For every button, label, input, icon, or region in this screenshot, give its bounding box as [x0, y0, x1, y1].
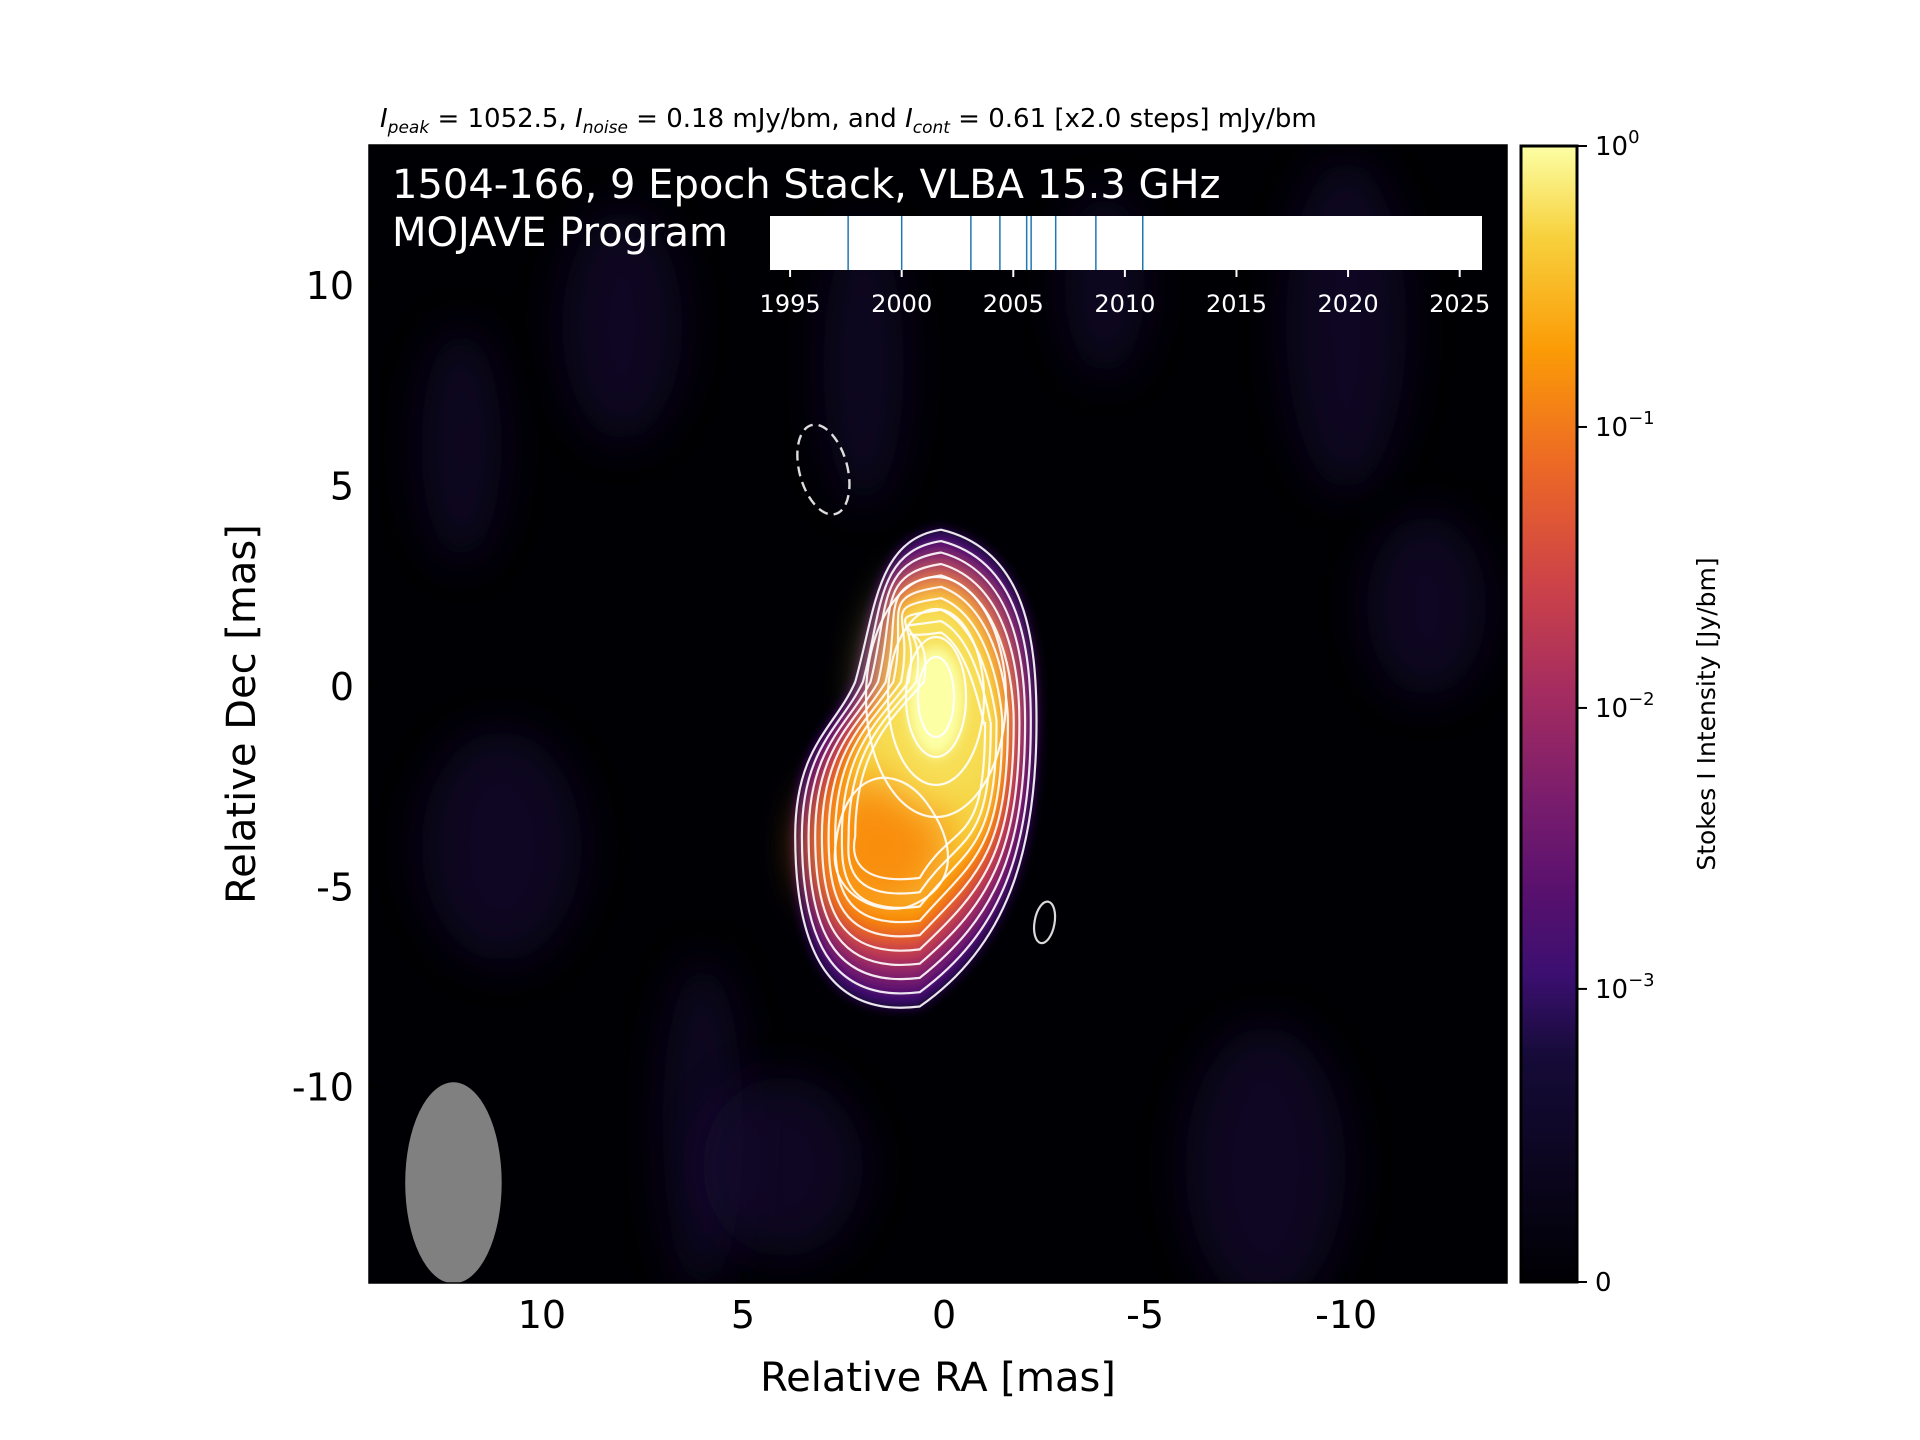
x-tick-label: -5	[1126, 1293, 1164, 1337]
noise-patch	[703, 1076, 864, 1257]
epoch-tick-label: 2005	[983, 290, 1044, 318]
x-tick-label: 5	[731, 1293, 755, 1337]
noise-patch	[823, 225, 904, 506]
epoch-tick-label: 2000	[871, 290, 932, 318]
intensity-contour	[852, 631, 987, 881]
y-tick-label: -5	[316, 865, 354, 909]
epoch-tick-label: 2010	[1094, 290, 1155, 318]
y-axis-label: Relative Dec [mas]	[219, 524, 265, 904]
colorbar-gradient	[1519, 144, 1579, 1284]
noise-patch	[1366, 515, 1487, 696]
intensity-contour	[794, 528, 1038, 1009]
y-tick-label: 5	[330, 465, 354, 509]
negative-contour	[796, 423, 851, 516]
intensity-contour	[807, 551, 1027, 981]
x-tick-label: 10	[518, 1293, 566, 1337]
core-contour	[904, 635, 968, 759]
intensity-contour	[814, 562, 1021, 967]
y-tick-label: -10	[292, 1066, 354, 1110]
epoch-tick-label: 2020	[1318, 290, 1379, 318]
noise-patch	[1185, 1026, 1346, 1283]
colorbar-label: Stokes I Intensity [Jy/bm]	[1692, 557, 1721, 870]
y-axis: 10 5 0 -5 -10	[292, 264, 381, 1110]
intensity-contour	[840, 608, 998, 909]
map-frame	[368, 144, 1508, 1284]
program-title: MOJAVE Program	[392, 210, 728, 256]
intensity-contour	[820, 574, 1015, 952]
epoch-tick-label: 2015	[1206, 290, 1267, 318]
y-tick-label: 10	[306, 264, 354, 308]
beam-ellipse	[405, 1082, 502, 1283]
core-contour	[886, 607, 986, 787]
epoch-timeline: 1995 2000 2005 2010 2015 2020 2025	[760, 216, 1490, 318]
source-title: 1504-166, 9 Epoch Stack, VLBA 15.3 GHz	[392, 162, 1221, 208]
x-axis-label: Relative RA [mas]	[760, 1355, 1116, 1401]
jet-knot-contour	[833, 776, 950, 910]
x-tick-label: 0	[932, 1293, 956, 1337]
intensity-contour	[834, 597, 1004, 924]
noise-patch	[562, 210, 683, 441]
noise-patch	[421, 330, 502, 561]
x-axis: 10 5 0 -5 -10	[518, 1271, 1377, 1337]
isolated-contour	[1032, 900, 1057, 945]
x-tick-label: -10	[1315, 1293, 1377, 1337]
epoch-tick-label: 2025	[1429, 290, 1490, 318]
noise-patch	[421, 731, 582, 962]
intensity-map	[368, 144, 1508, 1284]
intensity-contour	[827, 585, 1010, 938]
epoch-timeline-panel	[770, 216, 1482, 270]
image-stats-header: Ipeak = 1052.5, Inoise = 0.18 mJy/bm, an…	[380, 104, 1317, 138]
colorbar-tick-label: 10−2	[1595, 689, 1655, 724]
y-tick-label: 0	[330, 665, 354, 709]
noise-patch	[1286, 160, 1407, 491]
colorbar-tick-label: 10−1	[1595, 408, 1655, 443]
colorbar-tick-label: 100	[1595, 127, 1640, 162]
colorbar-tick-label: 0	[1595, 1268, 1612, 1298]
epoch-tick-label: 1995	[760, 290, 821, 318]
colorbar: 0 10−3 10−2 10−1 100 Stokes I Intensity [Jy/…	[1519, 127, 1721, 1298]
intensity-contour	[800, 539, 1032, 995]
intensity-contour	[847, 619, 992, 895]
colorbar-tick-label: 10−3	[1595, 970, 1655, 1005]
core-contour	[916, 655, 956, 739]
